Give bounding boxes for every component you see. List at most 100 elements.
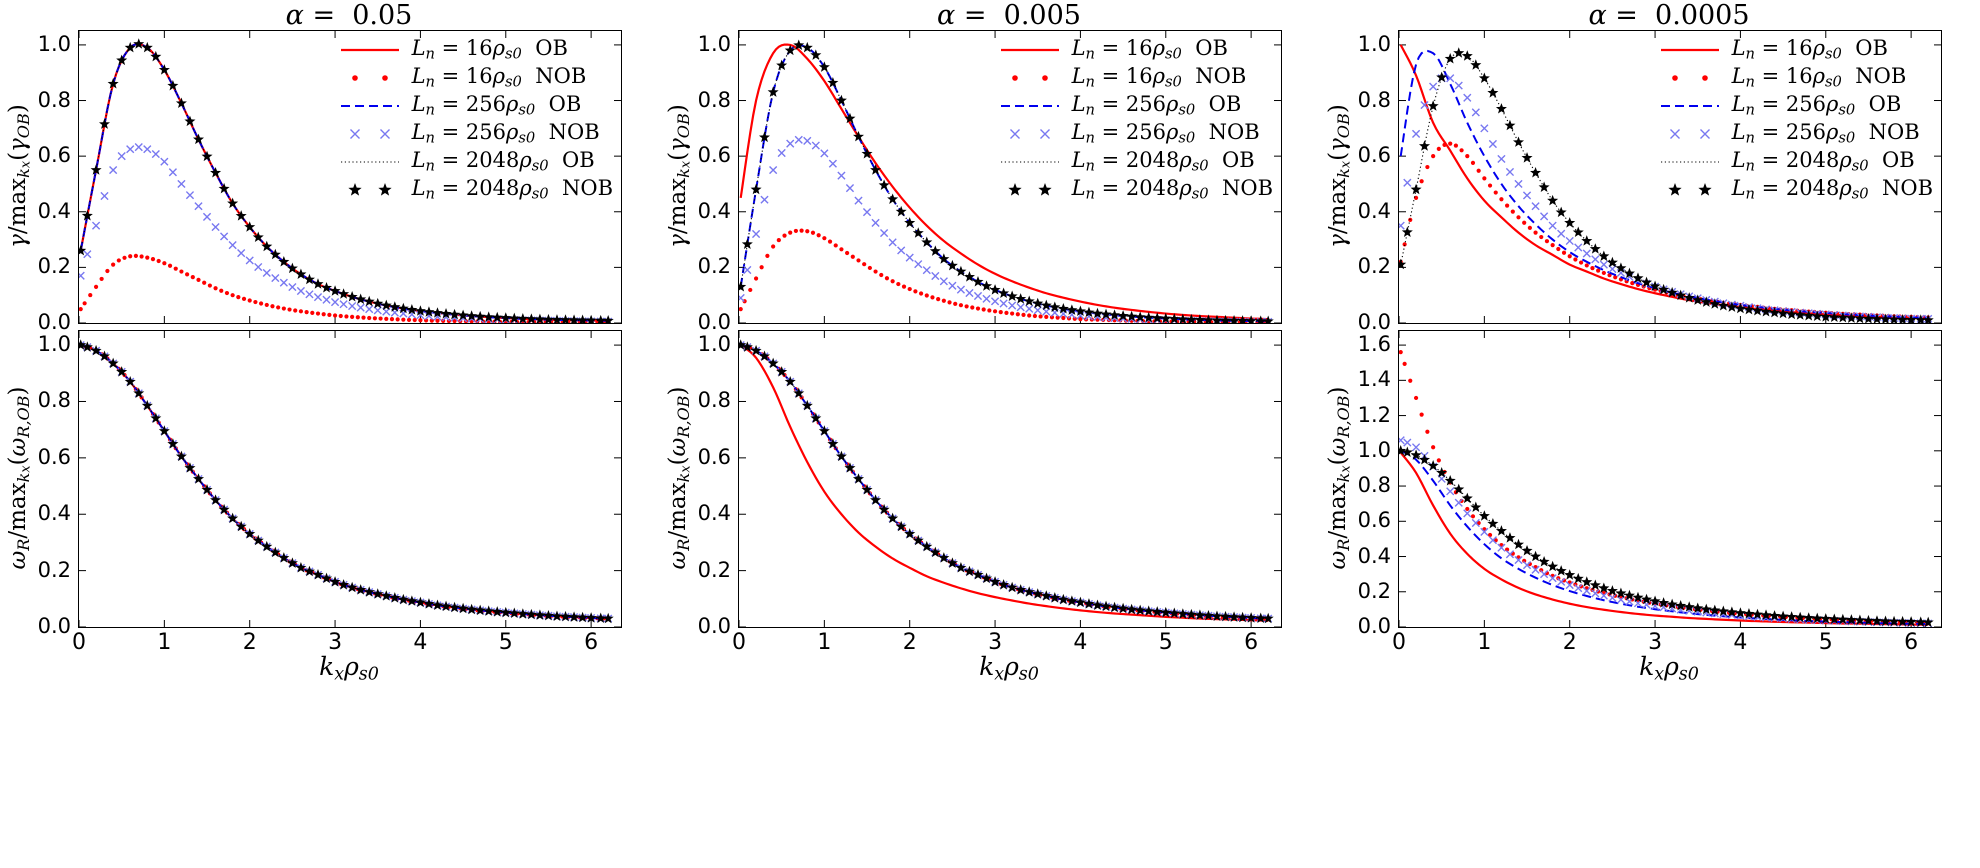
text-segment: x [1654,664,1665,685]
legend-label: Ln = 16ρs0 NOB [412,64,587,91]
legend-entry: Ln = 2048ρs0 OB [1657,148,1933,175]
text-segment: L [411,92,426,117]
x-tick-label: 6 [1244,630,1259,655]
text-segment: NOB [1208,176,1273,201]
text-segment: = 256 [434,120,507,145]
y-tick-label: 0.8 [1357,473,1391,498]
text-segment: n [425,45,435,63]
text-segment: s0 [1838,129,1856,147]
text-segment: L [1731,36,1746,61]
text-segment: ρ [506,120,519,145]
text-segment: = 256 [1754,120,1827,145]
y-tick-label: 0.2 [1357,578,1391,603]
text-segment: s0 [1165,45,1182,63]
text-segment: OB [1855,92,1902,117]
text-segment: OB [1181,36,1228,61]
text-segment: L [1731,148,1746,173]
text-segment: L [1071,92,1086,117]
text-segment: x [994,664,1005,685]
legend-entry: Ln = 16ρs0 NOB [1657,64,1933,91]
text-segment: ρ [492,64,506,89]
text-segment: = 2048 [1094,148,1180,173]
text-segment: L [411,176,426,201]
y-tick-label: 0.2 [697,557,731,582]
y-tick-label: 1.0 [697,31,731,56]
y-tick-label: 1.2 [1357,402,1391,427]
legend-label: Ln = 16ρs0 OB [1732,36,1888,63]
x-tick-label: 1 [157,630,172,655]
text-segment: NOB [1841,64,1907,89]
text-segment: OB [1208,148,1255,173]
text-segment: α [1588,0,1607,31]
y-tick-label: 0.0 [1357,310,1391,334]
text-segment: ρ [1839,148,1852,173]
y-tick-label: 0.2 [1357,254,1391,279]
text-segment: = 16 [434,64,493,89]
legend-entry: Ln = 256ρs0 NOB [337,120,613,147]
text-segment: s0 [1191,185,1209,203]
y-tick-label: 0.8 [37,388,71,413]
x-tick-label: 1 [817,630,832,655]
text-segment: s0 [505,73,522,91]
text-segment: L [411,36,426,61]
text-segment: NOB [1181,64,1247,89]
figure-column-alpha-0.0005: α = 0.0005 γ/maxkx(γOB) 0.0 0.2 0.4 0.6 0.8 1… [1320,0,1980,868]
text-segment: = 16 [1754,36,1813,61]
x-tick-label: 0 [732,630,746,655]
legend-label: Ln = 256ρs0 NOB [1072,120,1260,147]
legend-entry: Ln = 16ρs0 OB [1657,36,1933,63]
y-tick-label: 1.0 [1357,437,1391,462]
plot-title: α = 0.005 [738,0,1280,31]
legend-entry: Ln = 2048ρs0 OB [337,148,613,175]
plot-title: α = 0.0005 [1398,0,1940,31]
y-tick-label: 0.6 [697,143,731,168]
text-segment: k [14,472,34,483]
text-segment: R [674,538,694,551]
text-segment: OB [521,36,568,61]
x-tick-label: 4 [1073,630,1088,655]
text-segment: k [319,652,335,681]
text-segment: α [937,0,956,31]
text-segment: OB [14,113,34,139]
x-tick-label: 2 [242,630,257,655]
text-segment: ρ [1826,120,1839,145]
text-segment: n [1085,185,1095,203]
text-segment: L [1071,120,1086,145]
y-tick-label: 1.6 [1357,332,1391,357]
legend-entry: Ln = 2048ρs0 NOB [337,176,613,203]
text-segment: k [1639,652,1655,681]
text-segment: L [1731,176,1746,201]
y-tick-label: 0.8 [37,87,71,112]
legend-entry: Ln = 256ρs0 OB [1657,92,1933,119]
legend-marker-icon [337,122,402,145]
gamma-plot: 0.0 0.2 0.4 0.6 0.8 1.0 Ln = 16ρs0 OB Ln = 16ρs… [1358,30,1942,334]
y-axis-label-omega: ωR/maxkx(ωR,OB) [5,313,33,643]
legend-entry: Ln = 16ρs0 NOB [997,64,1273,91]
legend-entry: Ln = 16ρs0 OB [337,36,613,63]
legend-label: Ln = 256ρs0 OB [412,92,582,119]
text-segment: s0 [1178,101,1196,119]
text-segment: L [1071,176,1086,201]
legend-label: Ln = 2048ρs0 NOB [1072,176,1273,203]
text-segment: s0 [1838,101,1856,119]
text-segment: L [1731,120,1746,145]
text-segment: n [1745,157,1755,175]
legend-label: Ln = 16ρs0 OB [412,36,568,63]
x-axis-label: kxρs0 [78,652,620,684]
y-axis-label-omega: ωR/maxkx(ωR,OB) [665,313,693,643]
y-tick-label: 0.6 [37,143,71,168]
legend-marker-icon [1657,122,1722,145]
text-segment: k [674,168,694,178]
x-tick-label: 2 [1562,630,1577,655]
y-tick-label: 0.2 [37,254,71,279]
legend: Ln = 16ρs0 OB Ln = 16ρs0 NOB Ln = 256ρs0 O… [337,36,613,203]
y-tick-label: 0.4 [1357,198,1391,223]
x-tick-label: 3 [1648,630,1663,655]
legend-entry: Ln = 16ρs0 NOB [337,64,613,91]
text-segment: x [334,664,345,685]
text-segment: n [1745,129,1755,147]
text-segment: L [411,64,426,89]
legend-label: Ln = 256ρs0 OB [1732,92,1902,119]
text-segment: = 0.005 [955,0,1081,31]
legend-marker-icon [1657,150,1722,173]
